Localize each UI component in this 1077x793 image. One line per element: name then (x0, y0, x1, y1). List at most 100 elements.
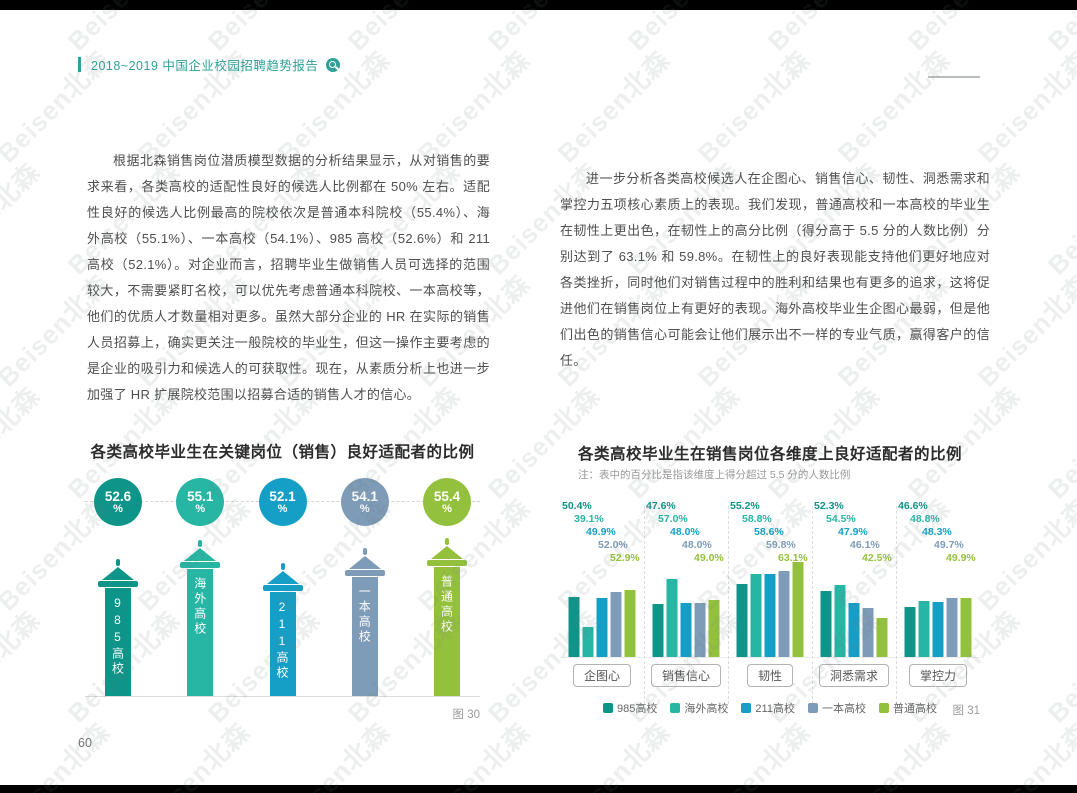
legend-label: 985高校 (617, 703, 658, 715)
bar (834, 585, 846, 657)
dimension-cell: 销售信心 (644, 664, 728, 687)
search-icon (326, 57, 341, 72)
tower-body: 普通高校 (434, 567, 460, 696)
tower-cap (180, 562, 221, 569)
bar (736, 583, 748, 657)
dimension-label: 掌控力 (908, 664, 967, 687)
legend-swatch (670, 703, 681, 713)
bar-value-label: 54.5% (826, 513, 856, 525)
bar-value-label: 49.9% (586, 526, 616, 538)
dimension-cell: 掌控力 (896, 664, 980, 687)
pictogram-column: 54.1% 一本高校 (332, 472, 398, 722)
paragraph-right: 进一步分析各类高校候选人在企图心、销售信心、韧性、洞悉需求和掌控力五项核心素质上… (560, 171, 990, 368)
bar-value-label: 48.0% (670, 526, 700, 538)
bar-value-label: 49.7% (934, 539, 964, 551)
legend-item: 一本高校 (807, 700, 866, 716)
tower-cap (344, 569, 385, 576)
bar-value-label: 39.1% (574, 513, 604, 525)
chart31-caption: 图 31 (952, 705, 981, 717)
group-separator (812, 506, 813, 704)
metric-unit: % (113, 503, 123, 515)
bar (778, 571, 790, 657)
bar (960, 597, 972, 657)
legend-label: 普通高校 (892, 703, 937, 715)
bar-value-label: 58.8% (742, 513, 772, 525)
metric-circle: 55.4% (423, 478, 471, 526)
page-header: 2018~2019 中国企业校园招聘趋势报告 (78, 55, 341, 74)
tower-finial (280, 562, 285, 570)
dimension-label: 洞悉需求 (818, 664, 889, 687)
legend-swatch (741, 703, 752, 713)
bar-value-label: 52.9% (610, 552, 640, 564)
tower-roof (348, 555, 381, 569)
tower-roof (184, 548, 217, 562)
bar (582, 627, 594, 657)
tower-cap (98, 580, 138, 587)
bar-value-label: 52.3% (814, 500, 844, 512)
tower-body: 一本高校 (351, 576, 378, 696)
tower-category-label: 海外高校 (192, 577, 207, 638)
legend-label: 一本高校 (821, 703, 866, 715)
tower-finial (445, 538, 449, 546)
dimension-cell: 洞悉需求 (812, 664, 896, 687)
bar-value-label: 46.1% (850, 539, 880, 551)
page-number: 60 (78, 736, 92, 750)
dimension-labels-row: 企图心 销售信心 韧性 洞悉需求 掌控力 (560, 664, 980, 687)
pictogram-column: 55.4% 普通高校 (414, 472, 480, 722)
bar-cluster (820, 585, 888, 657)
tower-pictogram: 985高校 (98, 558, 138, 696)
bar (918, 600, 930, 657)
legend-item: 海外高校 (670, 700, 728, 716)
tower-pictogram: 一本高校 (344, 547, 385, 696)
tower-pictogram: 211高校 (262, 562, 303, 696)
bar (946, 598, 958, 657)
bar (848, 603, 860, 657)
pictorial-chart: 52.6% 985高校 55.1% 海外高校 52.1% 211高校 54.1% 一本高校 55… (85, 472, 480, 722)
metric-circle: 55.1% (176, 478, 225, 526)
bar (652, 604, 664, 657)
grouped-bar-chart: 50.4% 39.1% 49.9% 52.0% 52.9% 47.6% 57.0% 48.0%… (560, 500, 980, 704)
bar (596, 597, 608, 657)
bar-group: 50.4% 39.1% 49.9% 52.0% 52.9% (560, 500, 644, 657)
metric-unit: % (442, 503, 452, 515)
metric-value: 54.1 (351, 489, 378, 504)
legend-swatch (807, 703, 818, 713)
metric-unit: % (195, 503, 206, 515)
bar (680, 603, 692, 657)
bar-value-label: 50.4% (562, 500, 592, 512)
chart30-caption: 图 30 (452, 709, 481, 721)
tower-category-label: 一本高校 (357, 584, 372, 645)
bar-cluster (652, 578, 720, 657)
bar-value-label: 58.6% (754, 526, 784, 538)
dimension-label: 销售信心 (650, 664, 721, 687)
header-rule (928, 76, 980, 78)
chart-legend: 985高校 海外高校 211高校 一本高校 普通高校 (560, 700, 980, 716)
legend-item: 211高校 (741, 700, 795, 716)
report-title: 2018~2019 中国企业校园招聘趋势报告 (91, 59, 319, 73)
bar-value-label: 63.1% (778, 552, 808, 564)
tower-roof (431, 546, 463, 560)
bar (904, 606, 916, 657)
bar (666, 578, 678, 657)
group-separator (728, 506, 729, 704)
bar (624, 589, 636, 657)
bar (708, 600, 720, 657)
legend-item: 985高校 (603, 700, 657, 716)
bar-value-label: 49.0% (694, 552, 724, 564)
bar-group: 46.6% 48.8% 48.3% 49.7% 49.9% (896, 500, 980, 704)
bar-value-label: 47.6% (646, 500, 676, 512)
bar (750, 573, 762, 657)
bar (764, 574, 776, 657)
bar-value-label: 48.3% (922, 526, 952, 538)
tower-category-label: 211高校 (275, 599, 289, 681)
bar (694, 603, 706, 657)
chart-baseline (85, 696, 480, 697)
bar (610, 592, 622, 657)
legend-swatch (603, 703, 614, 713)
metric-circle: 54.1% (340, 478, 389, 526)
metric-value: 52.1 (269, 489, 296, 504)
chart30-title: 各类高校毕业生在关键岗位（销售）良好适配者的比例 (90, 444, 475, 461)
dimension-label: 韧性 (746, 664, 793, 687)
metric-value: 52.6 (104, 489, 132, 504)
